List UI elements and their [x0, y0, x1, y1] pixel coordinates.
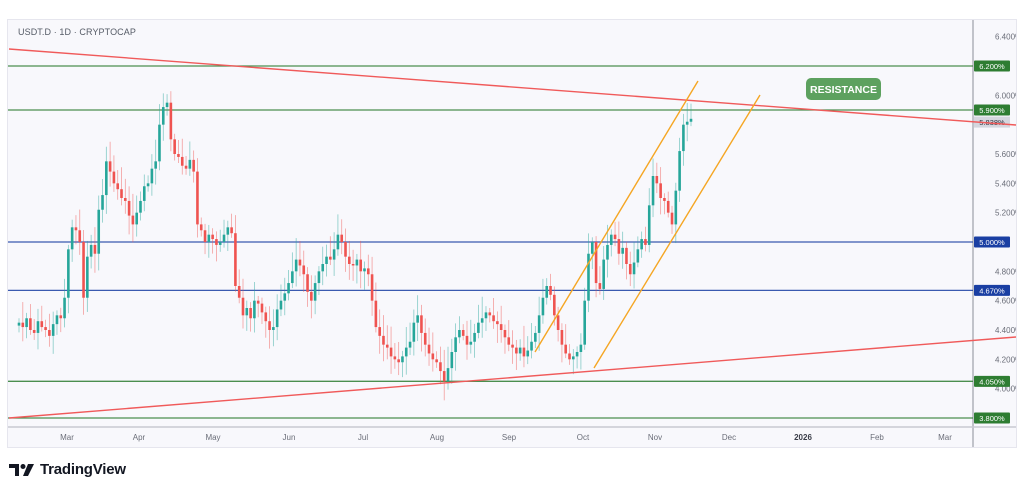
- time-tick-label: Dec: [722, 433, 736, 442]
- ascending-trendline[interactable]: [8, 336, 1016, 419]
- price-tick-label: 6.400%: [995, 33, 1016, 42]
- resistance-callout[interactable]: RESISTANCE: [806, 78, 881, 100]
- time-tick-label: Aug: [430, 433, 444, 442]
- channel-upper-line[interactable]: [534, 80, 699, 353]
- time-tick-label: Oct: [577, 433, 590, 442]
- level-tag-label: 5.900%: [979, 106, 1005, 115]
- level-tag-label: 4.670%: [979, 286, 1005, 295]
- tradingview-logo[interactable]: TradingView: [9, 461, 126, 478]
- time-tick-label: 2026: [794, 433, 812, 442]
- time-tick-label: May: [205, 433, 220, 442]
- level-tag: [974, 236, 1010, 248]
- time-tick-label: Apr: [133, 433, 146, 442]
- price-tick-label: 5.400%: [995, 179, 1016, 188]
- brand-name: TradingView: [40, 461, 126, 478]
- level-tag-label: 4.050%: [979, 377, 1005, 386]
- price-tick-label: 5.600%: [995, 150, 1016, 159]
- tradingview-logo-icon: [9, 463, 34, 476]
- chart-canvas[interactable]: 6.400% 6.000% 5.600% 5.400% 5.200% 4.800% 4.60…: [8, 20, 1016, 447]
- time-tick-label: Feb: [870, 433, 884, 442]
- time-axis[interactable]: Mar Apr May Jun Jul Aug Sep Oct Nov Dec 2026 Feb Mar: [60, 433, 952, 442]
- time-tick-label: Jul: [358, 433, 368, 442]
- price-tick-label: 4.600%: [995, 297, 1016, 306]
- candles: [17, 91, 693, 401]
- channel-lower-line[interactable]: [593, 94, 761, 369]
- level-tag-label: 3.800%: [979, 414, 1005, 423]
- price-tick-label: 6.000%: [995, 91, 1016, 100]
- resistance-label: RESISTANCE: [810, 84, 877, 96]
- level-tag: [974, 375, 1010, 387]
- price-tick-label: 4.400%: [995, 326, 1016, 335]
- time-tick-label: Sep: [502, 433, 517, 442]
- time-tick-label: Mar: [938, 433, 952, 442]
- level-tag-label: 5.000%: [979, 238, 1005, 247]
- time-tick-label: Nov: [648, 433, 662, 442]
- time-tick-label: Jun: [283, 433, 296, 442]
- level-tag-label: 6.200%: [979, 62, 1005, 71]
- descending-trendline[interactable]: [8, 48, 1016, 126]
- level-tag: [974, 104, 1010, 116]
- chart-panel[interactable]: 6.400% 6.000% 5.600% 5.400% 5.200% 4.800% 4.60…: [7, 19, 1017, 448]
- price-tick-label: 4.800%: [995, 267, 1016, 276]
- price-tick-label: 4.000%: [995, 385, 1016, 394]
- time-tick-label: Mar: [60, 433, 74, 442]
- level-tag: [974, 284, 1010, 296]
- last-price-tag: [974, 116, 1010, 128]
- price-tick-label: 4.200%: [995, 355, 1016, 364]
- level-tag: [974, 60, 1010, 72]
- symbol-legend: USDT.D · 1D · CRYPTOCAP: [18, 27, 136, 37]
- price-tick-label: 5.200%: [995, 209, 1016, 218]
- level-tag: [974, 412, 1010, 424]
- price-axis[interactable]: 6.400% 6.000% 5.600% 5.400% 5.200% 4.800% 4.60…: [995, 33, 1016, 394]
